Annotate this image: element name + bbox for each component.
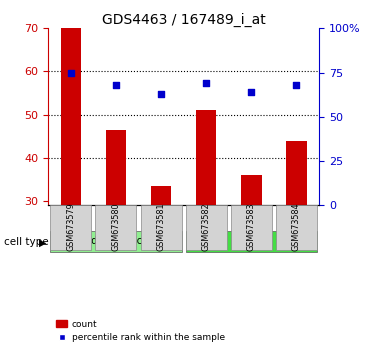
Text: GSM673581: GSM673581 [157,202,165,251]
Bar [286,141,307,205]
Point [158,91,164,97]
FancyBboxPatch shape [276,205,317,250]
Text: endothelial cell: endothelial cell [79,236,153,246]
Bar [106,130,126,205]
Text: GSM673584: GSM673584 [292,202,301,251]
FancyBboxPatch shape [186,231,317,252]
Bar [241,175,262,205]
FancyBboxPatch shape [50,205,91,250]
Bar [196,110,216,205]
FancyBboxPatch shape [50,231,182,252]
Point [68,70,74,75]
Text: cell type: cell type [4,238,48,247]
Bar [151,186,171,205]
Text: GSM673583: GSM673583 [247,202,256,251]
FancyBboxPatch shape [141,205,182,250]
Point [249,89,255,95]
Text: GSM673580: GSM673580 [111,202,121,251]
FancyBboxPatch shape [186,205,227,250]
Text: GSM673582: GSM673582 [202,202,211,251]
FancyBboxPatch shape [231,205,272,250]
Text: control: control [234,236,268,246]
Point [113,82,119,88]
Bar [60,28,81,205]
Point [203,80,209,86]
Title: GDS4463 / 167489_i_at: GDS4463 / 167489_i_at [102,13,266,27]
Legend: count, percentile rank within the sample: count, percentile rank within the sample [53,316,229,346]
FancyBboxPatch shape [95,205,137,250]
Text: ▶: ▶ [39,238,46,247]
Point [293,82,299,88]
Text: GSM673579: GSM673579 [66,202,75,251]
